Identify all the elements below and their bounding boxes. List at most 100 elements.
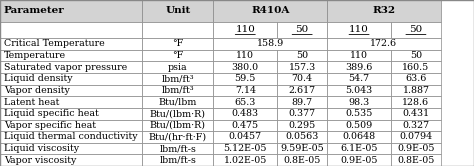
- Bar: [0, 131, 142, 143]
- Bar: [391, 50, 441, 61]
- Text: 172.6: 172.6: [370, 40, 398, 48]
- Bar: [0, 143, 142, 154]
- Text: 7.14: 7.14: [235, 86, 256, 95]
- Text: 0.8E-05: 0.8E-05: [283, 156, 321, 165]
- Text: 1.02E-05: 1.02E-05: [224, 156, 267, 165]
- Text: 110: 110: [237, 51, 254, 60]
- Bar: [213, 154, 277, 166]
- Text: 0.327: 0.327: [402, 121, 429, 130]
- Bar: [391, 96, 441, 108]
- Text: 110: 110: [349, 25, 369, 34]
- Text: 5.12E-05: 5.12E-05: [224, 144, 267, 153]
- Bar: [142, 0, 213, 22]
- Bar: [277, 108, 327, 120]
- Bar: [327, 22, 391, 38]
- Bar: [391, 85, 441, 96]
- Bar: [0, 96, 142, 108]
- Text: Vapor viscosity: Vapor viscosity: [4, 156, 76, 165]
- Text: 0.0563: 0.0563: [285, 132, 319, 141]
- Text: R410A: R410A: [251, 6, 289, 15]
- Text: 9.59E-05: 9.59E-05: [280, 144, 324, 153]
- Text: 50: 50: [410, 25, 422, 34]
- Bar: [391, 143, 441, 154]
- Bar: [142, 61, 213, 73]
- Bar: [0, 85, 142, 96]
- Bar: [0, 120, 142, 131]
- Bar: [327, 38, 441, 50]
- Bar: [213, 143, 277, 154]
- Bar: [327, 73, 391, 85]
- Bar: [391, 108, 441, 120]
- Text: Latent heat: Latent heat: [4, 98, 59, 107]
- Bar: [0, 154, 142, 166]
- Bar: [213, 131, 277, 143]
- Bar: [142, 73, 213, 85]
- Text: 0.431: 0.431: [402, 109, 429, 118]
- Text: 65.3: 65.3: [235, 98, 256, 107]
- Bar: [327, 96, 391, 108]
- Bar: [327, 108, 391, 120]
- Text: Liquid specific heat: Liquid specific heat: [4, 109, 99, 118]
- Bar: [277, 96, 327, 108]
- Text: 0.377: 0.377: [289, 109, 316, 118]
- Bar: [142, 131, 213, 143]
- Text: Btu/(lbm·R): Btu/(lbm·R): [150, 121, 206, 130]
- Bar: [277, 143, 327, 154]
- Bar: [277, 61, 327, 73]
- Bar: [142, 120, 213, 131]
- Bar: [327, 85, 391, 96]
- Text: Btu/(lbm·R): Btu/(lbm·R): [150, 109, 206, 118]
- Text: Btu/(hr·ft·F): Btu/(hr·ft·F): [149, 132, 207, 141]
- Text: Critical Temperature: Critical Temperature: [4, 40, 105, 48]
- Text: 0.0794: 0.0794: [400, 132, 432, 141]
- Text: 0.475: 0.475: [232, 121, 259, 130]
- Bar: [391, 61, 441, 73]
- Text: Unit: Unit: [165, 6, 191, 15]
- Bar: [213, 120, 277, 131]
- Text: 110: 110: [236, 25, 255, 34]
- Text: °F: °F: [172, 40, 183, 48]
- Bar: [391, 120, 441, 131]
- Bar: [391, 154, 441, 166]
- Text: 6.1E-05: 6.1E-05: [340, 144, 378, 153]
- Text: lbm/ft³: lbm/ft³: [162, 86, 194, 95]
- Bar: [213, 0, 327, 22]
- Text: 0.9E-05: 0.9E-05: [340, 156, 378, 165]
- Bar: [142, 50, 213, 61]
- Text: 50: 50: [296, 25, 309, 34]
- Bar: [142, 108, 213, 120]
- Bar: [0, 50, 142, 61]
- Text: 157.3: 157.3: [289, 63, 316, 72]
- Bar: [213, 61, 277, 73]
- Text: 70.4: 70.4: [292, 74, 313, 83]
- Bar: [327, 131, 391, 143]
- Text: 0.535: 0.535: [346, 109, 373, 118]
- Bar: [277, 154, 327, 166]
- Bar: [0, 38, 142, 50]
- Bar: [0, 61, 142, 73]
- Bar: [277, 22, 327, 38]
- Text: 380.0: 380.0: [232, 63, 259, 72]
- Bar: [213, 38, 327, 50]
- Bar: [391, 73, 441, 85]
- Text: 59.5: 59.5: [235, 74, 256, 83]
- Text: 158.9: 158.9: [256, 40, 284, 48]
- Text: Saturated vapor pressure: Saturated vapor pressure: [4, 63, 127, 72]
- Bar: [327, 50, 391, 61]
- Text: Liquid thermal conductivity: Liquid thermal conductivity: [4, 132, 137, 141]
- Bar: [213, 50, 277, 61]
- Bar: [327, 143, 391, 154]
- Text: 5.043: 5.043: [346, 86, 373, 95]
- Text: Vapor specific heat: Vapor specific heat: [4, 121, 96, 130]
- Text: Temperature: Temperature: [4, 51, 66, 60]
- Text: Btu/lbm: Btu/lbm: [159, 98, 197, 107]
- Bar: [277, 73, 327, 85]
- Bar: [391, 22, 441, 38]
- Bar: [142, 143, 213, 154]
- Bar: [391, 131, 441, 143]
- Text: 0.8E-05: 0.8E-05: [397, 156, 435, 165]
- Text: 50: 50: [296, 51, 308, 60]
- Bar: [327, 120, 391, 131]
- Text: 389.6: 389.6: [346, 63, 373, 72]
- Text: 128.6: 128.6: [402, 98, 429, 107]
